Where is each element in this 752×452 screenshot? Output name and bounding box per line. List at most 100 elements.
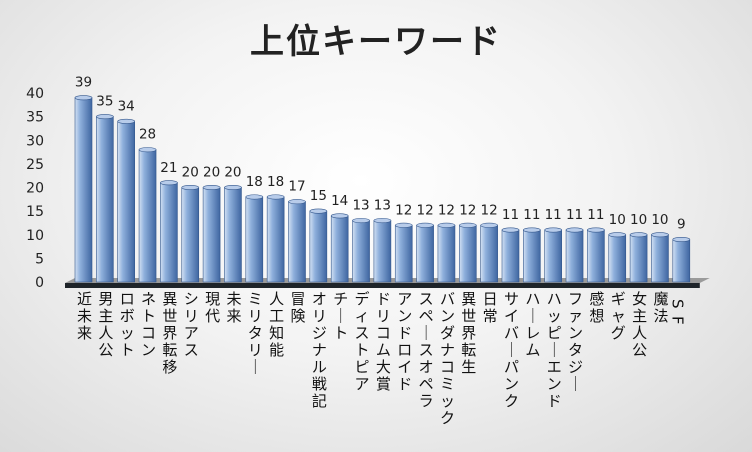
data-label: 10: [651, 212, 668, 228]
category-label-char: 大: [376, 358, 391, 376]
category-label-char: F: [668, 316, 686, 325]
category-label-char: 世: [162, 307, 177, 325]
category-label-char: ペ: [419, 307, 434, 325]
data-label: 12: [459, 202, 476, 218]
bar: [309, 210, 328, 283]
category-label-char: 人: [632, 324, 647, 342]
category-label-char: 世: [461, 307, 476, 325]
category-label-char: ト: [141, 307, 156, 325]
category-label-char: ッ: [547, 307, 562, 325]
category-label-char: 戦: [312, 375, 327, 393]
bar: [544, 229, 563, 283]
bar-top: [245, 194, 264, 200]
category-label-char: ク: [504, 392, 519, 410]
bar-top: [181, 185, 200, 191]
data-label: 13: [352, 198, 369, 214]
data-label: 12: [481, 202, 498, 218]
category-label-char: ｜: [504, 341, 519, 359]
category-label-char: 主: [98, 307, 113, 325]
category-label-char: ド: [397, 324, 412, 342]
category-label-char: ア: [184, 324, 199, 342]
bar-top: [352, 218, 370, 224]
category-label-char: 公: [98, 341, 113, 359]
category-label-char: 人: [98, 324, 113, 342]
category-label-char: ッ: [440, 392, 455, 410]
category-label-char: ｜: [419, 324, 434, 342]
bar-top: [224, 185, 242, 191]
y-axis: 0 5 10 15 20 25 30 35 40: [26, 86, 44, 291]
bar: [330, 215, 349, 283]
data-label: 11: [523, 207, 540, 223]
category-label-char: バ: [504, 324, 519, 342]
data-label: 9: [677, 216, 686, 232]
category-label-char: 女: [632, 290, 647, 308]
data-label: 14: [331, 193, 348, 209]
category-label-char: ャ: [611, 307, 626, 325]
category-label-char: ル: [312, 358, 327, 376]
category-label: ギャグ: [611, 290, 626, 342]
bar-top: [373, 218, 392, 224]
category-label: ハ｜レム: [525, 290, 540, 359]
data-label: 18: [267, 174, 284, 190]
bar-top: [501, 227, 520, 233]
category-label-char: ム: [525, 341, 540, 359]
category-label-char: ス: [419, 341, 434, 359]
category-label-char: ト: [355, 341, 370, 359]
category-label-char: フ: [568, 290, 583, 308]
category-label-char: パ: [504, 358, 519, 376]
bar: [480, 225, 498, 283]
category-label-char: デ: [355, 290, 370, 308]
data-label: 10: [609, 212, 626, 228]
category-label-char: ｜: [547, 341, 562, 359]
category-label-char: ナ: [440, 341, 455, 359]
chart-title: 上位キーワード: [250, 22, 502, 62]
bar-top: [309, 208, 328, 214]
category-label-char: ス: [355, 324, 370, 342]
category-label-char: エ: [547, 358, 562, 376]
bar-top: [96, 114, 114, 120]
y-tick-label: 25: [26, 157, 44, 173]
bar: [266, 196, 285, 283]
category-label-char: ン: [547, 375, 562, 393]
category-label-char: 来: [77, 324, 92, 342]
data-label: 11: [545, 207, 562, 223]
category-label-char: 賞: [376, 375, 391, 393]
bar: [501, 229, 520, 283]
category-label-char: ン: [141, 341, 156, 359]
data-label: 18: [246, 174, 263, 190]
y-tick-label: 5: [35, 251, 44, 267]
category-label-char: ン: [504, 375, 519, 393]
y-tick-label: 0: [35, 275, 44, 291]
category-label-char: 能: [269, 341, 284, 359]
category-label-char: コ: [376, 324, 391, 342]
category-label-char: ハ: [525, 290, 540, 308]
category-label-char: ジ: [312, 324, 327, 342]
bar-top: [587, 227, 605, 233]
bar-series: [74, 95, 691, 283]
y-tick-label: 10: [26, 228, 44, 244]
category-label-char: ミ: [440, 375, 455, 393]
category-label-char: ス: [419, 290, 434, 308]
bar-top: [160, 180, 178, 186]
category-label-char: 法: [653, 307, 668, 325]
bar: [74, 97, 93, 283]
category-label-char: バ: [440, 290, 455, 308]
bar: [138, 149, 157, 283]
category-label-char: ン: [397, 307, 412, 325]
category-label-char: ギ: [611, 290, 626, 308]
category-label: SF: [668, 299, 686, 325]
bar-top: [138, 147, 157, 153]
category-label-char: ト: [333, 324, 348, 342]
data-label: 21: [160, 160, 177, 176]
category-label-char: 主: [632, 307, 647, 325]
category-label-char: 界: [162, 324, 177, 342]
bar-top: [480, 222, 498, 228]
data-label: 20: [203, 165, 220, 181]
bar-top: [202, 185, 221, 191]
